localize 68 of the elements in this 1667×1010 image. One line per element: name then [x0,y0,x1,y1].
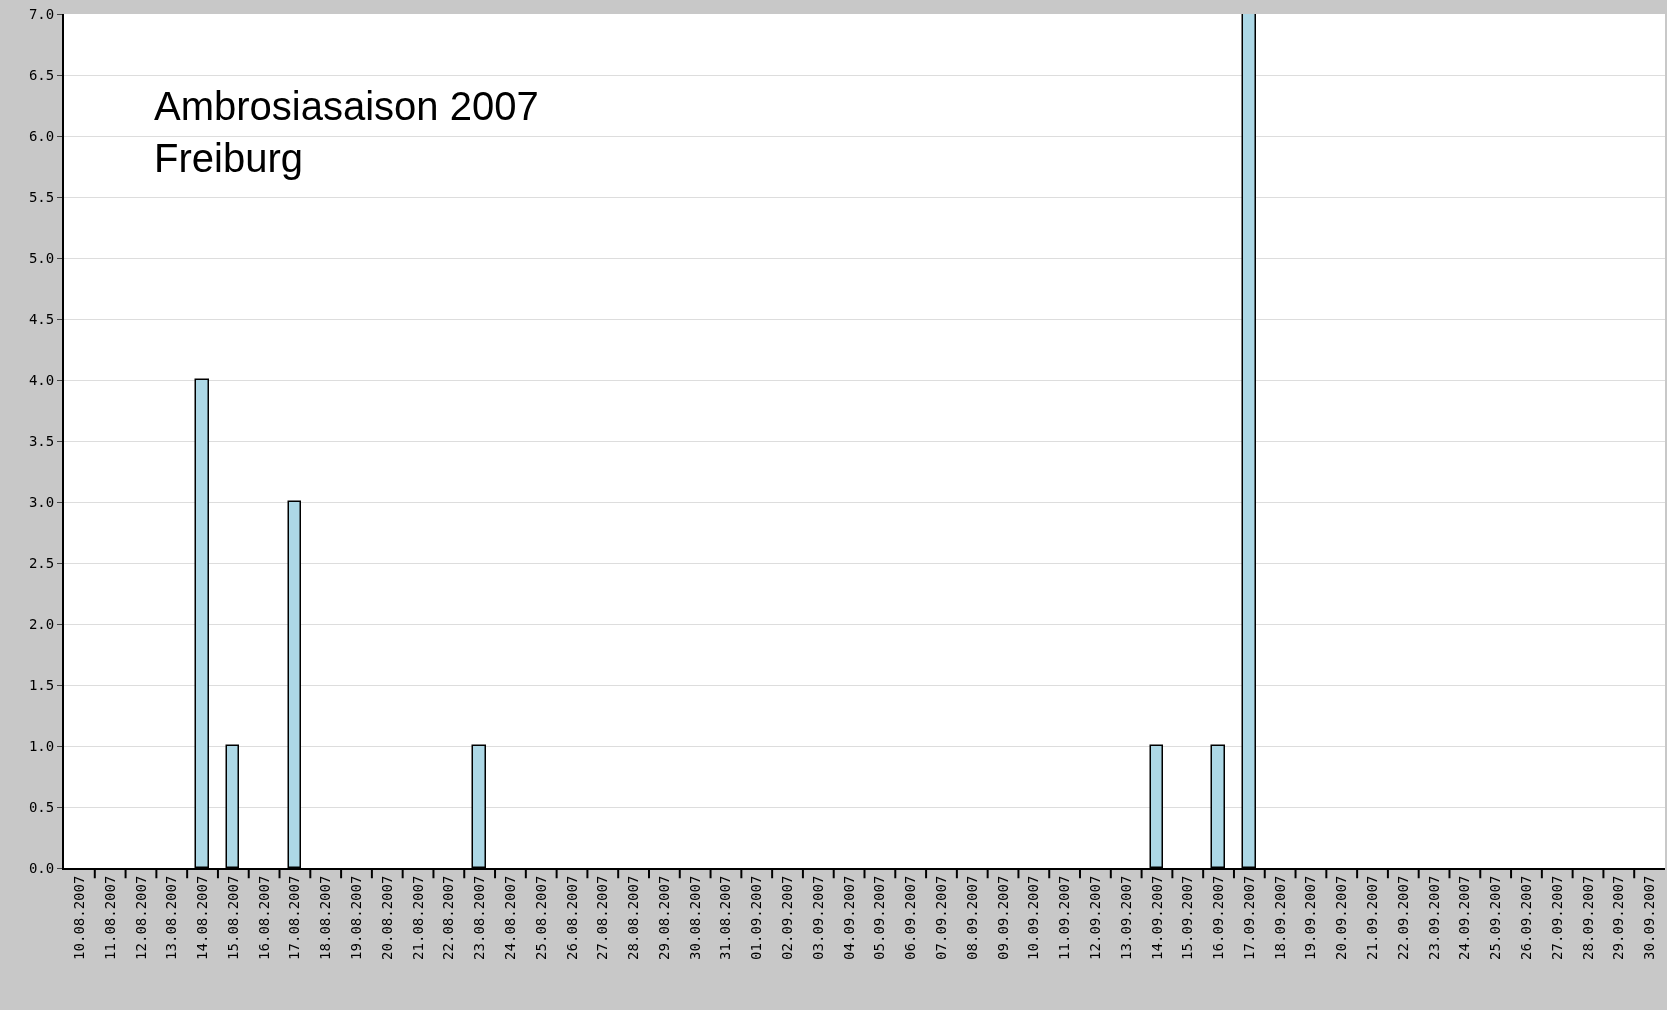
x-tick-label: 16.09.2007 [1210,875,1227,960]
y-tick-label: 2.5 [28,554,55,571]
x-tick-label: 23.09.2007 [1425,875,1442,960]
y-tick-label: 3.5 [28,432,55,449]
x-tick-label: 20.09.2007 [1333,875,1350,960]
x-tick-label: 13.09.2007 [1117,875,1134,960]
y-tick-label: 0.0 [28,859,55,876]
x-tick-label: 22.09.2007 [1394,875,1411,960]
y-tick-label: 2.0 [28,615,55,632]
x-tick-label: 31.08.2007 [717,875,734,960]
x-tick-label: 06.09.2007 [902,875,919,960]
x-tick-label: 15.08.2007 [224,875,241,960]
x-tick-label: 11.09.2007 [1056,875,1073,960]
x-tick-label: 20.08.2007 [378,875,395,960]
x-tick-label: 11.08.2007 [101,875,118,960]
x-tick-label: 10.08.2007 [70,875,87,960]
y-tick-label: 1.0 [28,737,55,754]
x-tick-label: 25.09.2007 [1487,875,1504,960]
y-tick-label: 5.0 [28,249,55,266]
x-tick-label: 27.09.2007 [1548,875,1565,960]
y-tick-label: 5.5 [28,188,55,205]
x-tick-label: 21.08.2007 [409,875,426,960]
x-tick-label: 25.08.2007 [532,875,549,960]
x-tick-label: 19.09.2007 [1302,875,1319,960]
y-tick-label: 4.0 [28,371,55,388]
x-tick-label: 26.08.2007 [563,875,580,960]
annotation: Ambrosiasaison 2007 Freiburg [154,84,539,180]
x-tick-label: 04.09.2007 [840,875,857,960]
y-tick-label: 3.0 [28,493,55,510]
x-tick-label: 18.08.2007 [317,875,334,960]
x-tick-label: 07.09.2007 [933,875,950,960]
y-tick-label: 6.0 [28,127,55,144]
x-tick-label: 24.09.2007 [1456,875,1473,960]
x-tick-label: 08.09.2007 [963,875,980,960]
x-tick-label: 15.09.2007 [1179,875,1196,960]
x-tick-label: 26.09.2007 [1518,875,1534,960]
y-tick-label: 7.0 [28,5,55,22]
x-tick-label: 29.09.2007 [1610,875,1627,960]
x-tick-label: 10.09.2007 [1025,875,1042,960]
x-tick-label: 19.08.2007 [348,875,365,960]
x-tick-label: 02.09.2007 [779,875,796,960]
x-tick-label: 14.08.2007 [194,875,211,960]
x-tick-label: 24.08.2007 [501,875,518,960]
x-tick-label: 17.09.2007 [1240,875,1257,960]
x-tick-label: 30.09.2007 [1641,875,1658,960]
y-tick-label: 6.5 [28,66,55,83]
x-tick-label: 28.08.2007 [625,875,642,960]
x-tick-label: 12.08.2007 [132,875,149,960]
x-tick-label: 22.08.2007 [440,875,457,960]
x-tick-label: 23.08.2007 [471,875,488,960]
x-tick-label: 21.09.2007 [1364,875,1381,960]
x-tick-label: 28.09.2007 [1579,875,1596,960]
x-tick-label: 18.09.2007 [1271,875,1288,960]
x-tick-label: 03.09.2007 [809,875,826,960]
x-tick-label: 12.09.2007 [1086,875,1103,960]
y-tick-label: 4.5 [28,310,55,327]
x-tick-label: 01.09.2007 [748,875,765,960]
x-tick-label: 05.09.2007 [871,875,888,960]
y-tick-label: 1.5 [28,676,55,693]
x-tick-label: 17.08.2007 [286,875,303,960]
x-tick-label: 13.08.2007 [163,875,180,960]
y-tick-label: 0.5 [28,798,55,815]
x-tick-label: 09.09.2007 [994,875,1011,960]
x-tick-label: 30.08.2007 [686,875,703,960]
x-tick-label: 27.08.2007 [594,875,611,960]
x-tick-label: 29.08.2007 [655,875,672,960]
x-tick-label: 16.08.2007 [255,875,272,960]
x-tick-label: 14.09.2007 [1148,875,1165,960]
